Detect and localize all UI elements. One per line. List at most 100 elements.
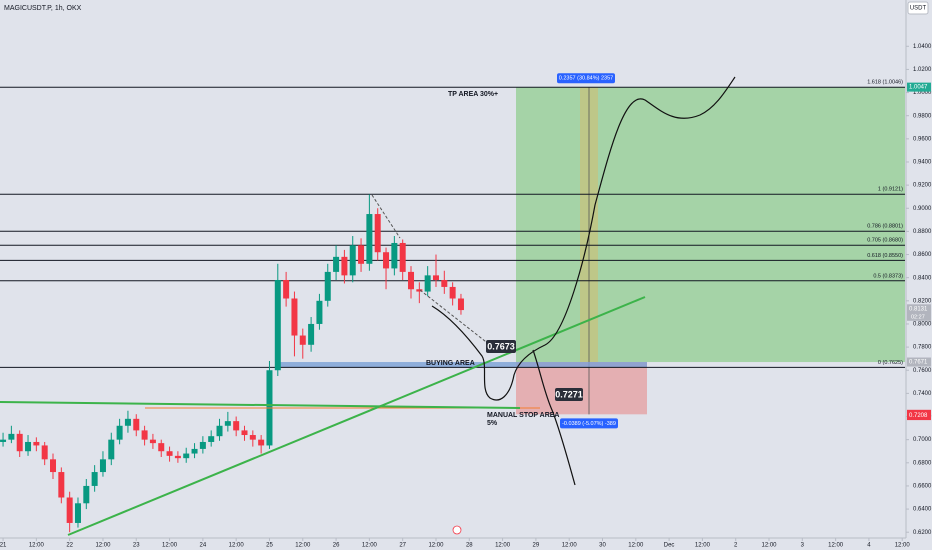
candle-body (291, 298, 298, 336)
candle-body (233, 421, 240, 431)
x-tick-label: 22 (66, 543, 73, 549)
y-tick-label: 0.8200 (913, 298, 932, 304)
countdown: 02:27 (911, 314, 925, 320)
candle-body (216, 425, 223, 437)
tp-label: TP AREA 30%+ (448, 91, 498, 98)
x-tick-label: 12:00 (95, 543, 111, 549)
currency-box (907, 1, 929, 15)
y-tick-label: 0.7400 (913, 391, 932, 397)
candle-body (408, 271, 415, 290)
projection-curve (431, 76, 736, 401)
x-tick-label: 3 (801, 543, 805, 549)
y-tick-label: 0.8600 (913, 252, 932, 258)
y-tick-label: 0.6600 (913, 484, 932, 490)
x-tick-label: 12:00 (895, 543, 911, 549)
candle-body (91, 472, 98, 486)
trend-line (67, 296, 646, 536)
stop-label-box (560, 418, 618, 429)
x-tick-label: 12:00 (29, 543, 45, 549)
x-tick-label: 12:00 (162, 543, 178, 549)
x-tick-label: 26 (333, 543, 340, 549)
candle-body (8, 433, 15, 440)
y-tick-label: 1.0200 (913, 67, 932, 73)
candle-body (383, 252, 390, 269)
candle-body (133, 418, 140, 431)
y-tick-label: 0.7000 (913, 437, 932, 443)
candle-body (366, 214, 373, 264)
candle-body (249, 435, 256, 440)
x-tick-label: 12:00 (695, 543, 711, 549)
candle-body (208, 436, 215, 442)
candle-body (416, 289, 423, 292)
price-badge-label: 0.7208 (909, 413, 928, 419)
stop-label: MANUAL STOP AREA (487, 412, 559, 419)
candle-body (449, 286, 456, 299)
y-tick-label: 0.6400 (913, 507, 932, 513)
candle-body (25, 441, 32, 452)
candle-body (274, 279, 281, 371)
y-tick-label: 0.7600 (913, 368, 932, 374)
candle-body (124, 418, 131, 426)
x-tick-label: 25 (266, 543, 273, 549)
x-tick-label: 12:00 (362, 543, 378, 549)
x-tick-label: 23 (133, 543, 140, 549)
target-label-box (557, 73, 615, 84)
fib-label: 0 (0.7625) (878, 360, 903, 366)
y-tick-label: 0.9200 (913, 183, 932, 189)
x-tick-label: 24 (200, 543, 207, 549)
x-tick-label: 12:00 (428, 543, 444, 549)
countdown-box (907, 312, 931, 321)
stop-label-text: -0.0389 (-5.07%) -389 (562, 421, 616, 427)
x-tick-label: 12:00 (762, 543, 778, 549)
currency: USDT (910, 6, 927, 12)
price-badge-label: 1.0047 (909, 85, 928, 91)
stop-pct: 5% (487, 420, 498, 427)
candle-body (258, 439, 265, 446)
fib-label: 0.786 (0.8801) (867, 224, 903, 230)
price-badge (907, 357, 931, 367)
candle-body (99, 459, 106, 473)
price-badge (907, 411, 931, 421)
y-tick-label: 1.0400 (913, 44, 932, 50)
candle-body (299, 335, 306, 345)
fib-label: 0.5 (0.8373) (873, 273, 903, 279)
y-tick-label: 0.9000 (913, 206, 932, 212)
candle-body (316, 300, 323, 324)
candle-body (432, 275, 439, 280)
dashed-path (371, 194, 491, 346)
candle-body (341, 256, 348, 276)
price-badge-label: 0.7671 (909, 360, 928, 366)
x-tick-label: 21 (0, 543, 7, 549)
candle-body (0, 439, 7, 442)
candle-body (324, 271, 331, 301)
x-tick-label: 2 (734, 543, 738, 549)
buying-band (278, 362, 647, 368)
candle-body (283, 279, 290, 299)
candle-body (399, 242, 406, 272)
x-tick-label: 12:00 (562, 543, 578, 549)
fib-label: 0.618 (0.8550) (867, 253, 903, 259)
target-label: 0.2357 (30.84%) 2357 (559, 76, 613, 82)
candle-body (391, 242, 398, 269)
fib-label: 1.618 (1.0046) (867, 80, 903, 86)
support-line (0, 401, 521, 409)
candle-body (33, 441, 40, 446)
event-marker (452, 525, 462, 535)
candle-body (66, 497, 73, 523)
target-zone (516, 87, 905, 363)
stop-badge (555, 388, 583, 401)
candle-body (191, 448, 198, 454)
candle-body (158, 443, 165, 452)
candle-body (116, 425, 123, 440)
fib-label: 0.705 (0.8680) (867, 238, 903, 244)
candle-body (50, 459, 57, 473)
entry-badge (486, 340, 516, 353)
y-tick-label: 0.7800 (913, 345, 932, 351)
buy-label: BUYING AREA (426, 360, 475, 367)
y-tick-label: 1.0000 (913, 90, 932, 96)
y-tick-label: 0.8800 (913, 229, 932, 235)
candle-body (224, 421, 231, 426)
stop-price: 0.7271 (555, 389, 583, 399)
y-tick-label: 0.8000 (913, 322, 932, 328)
